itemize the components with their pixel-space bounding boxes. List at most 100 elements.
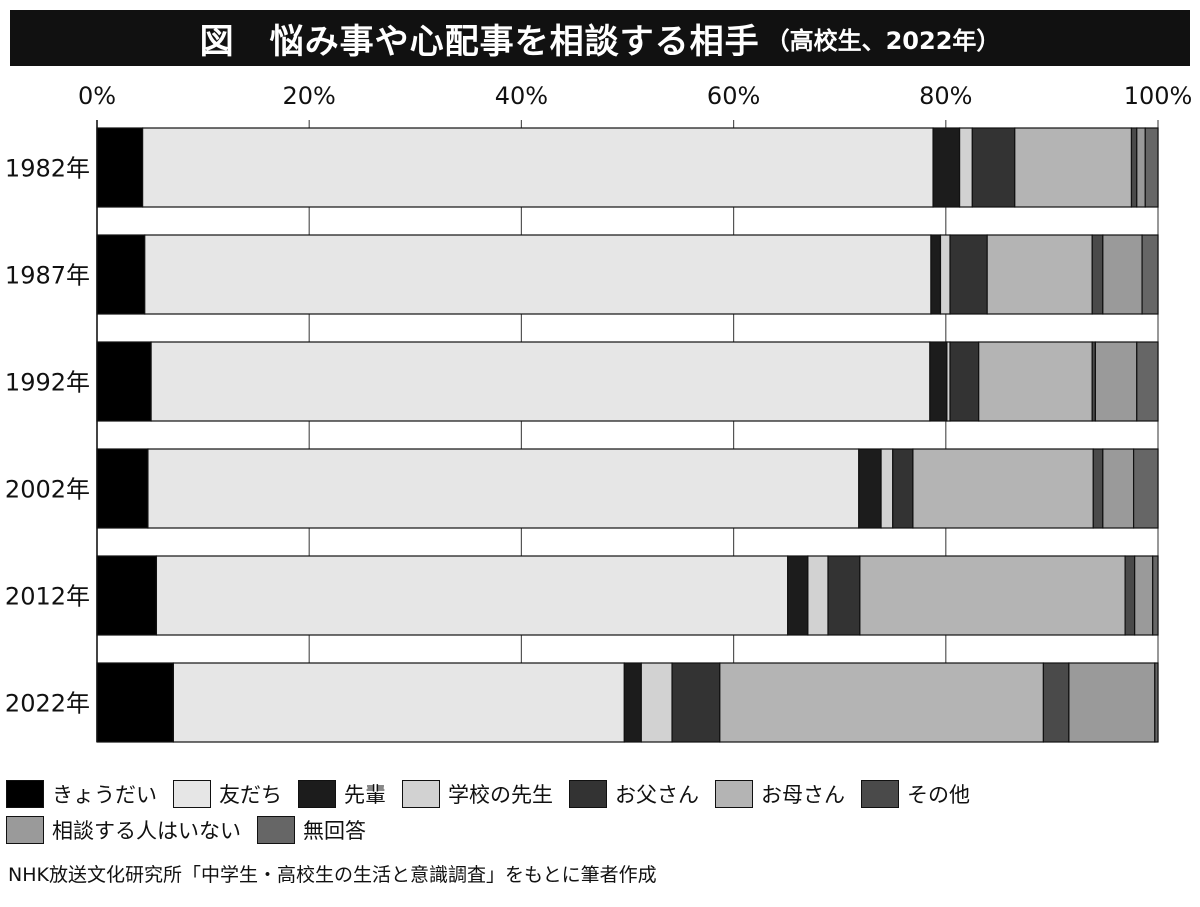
bar-segment [144, 234, 932, 315]
x-tick-label: 80% [919, 82, 972, 110]
bar-segment [1134, 555, 1154, 636]
bar-segment [96, 555, 158, 636]
legend-label: 相談する人はいない [52, 819, 241, 843]
legend-item: その他 [861, 779, 970, 809]
bar-segment [1124, 555, 1136, 636]
bar-segment [1014, 127, 1133, 208]
legend-swatch [6, 816, 44, 844]
chart-subtitle: （高校生、2022年） [765, 26, 1001, 55]
bar-segment [858, 448, 882, 529]
y-category-label: 1987年 [5, 262, 90, 290]
bar-segment [147, 448, 860, 529]
x-tick-label: 0% [78, 82, 116, 110]
bar-segment [787, 555, 809, 636]
legend-label: 無回答 [303, 819, 366, 843]
y-category-label: 2022年 [5, 690, 90, 718]
bar-segment [1141, 234, 1159, 315]
bar-segment [96, 234, 146, 315]
legend-swatch [298, 780, 336, 808]
legend-item: 先輩 [298, 779, 386, 809]
legend-swatch [402, 780, 440, 808]
legend-item: 学校の先生 [402, 779, 553, 809]
bar-segment [949, 341, 980, 422]
legend-item: お母さん [715, 779, 845, 809]
legend-swatch [861, 780, 899, 808]
legend-label: その他 [907, 783, 970, 807]
bar-segment [932, 127, 961, 208]
bar-segment [1144, 127, 1159, 208]
legend-item: お父さん [569, 779, 699, 809]
bar-segment [1132, 448, 1159, 529]
legend-swatch [6, 780, 44, 808]
bar-segment [1102, 234, 1143, 315]
bar-segment [96, 662, 174, 743]
bar-segment [971, 127, 1016, 208]
legend-swatch [715, 780, 753, 808]
bar-segment [671, 662, 721, 743]
bar-segment [827, 555, 861, 636]
legend-swatch [257, 816, 295, 844]
chart-plot: 0% 20% 40% 60% 80% 100% 1982年 1987年 1992年 2002年 20… [5, 82, 1193, 743]
bar-segment [1130, 127, 1138, 208]
legend-swatch [569, 780, 607, 808]
bar-segment [930, 234, 942, 315]
bar-segment [1042, 662, 1070, 743]
bar-segment [150, 341, 931, 422]
bar-segment [978, 341, 1093, 422]
bar-segment [1136, 127, 1146, 208]
bar-segment [880, 448, 894, 529]
legend-label: 先輩 [344, 783, 386, 807]
bar-segment [1154, 662, 1159, 743]
bar-segment [1094, 341, 1138, 422]
bar-segment [172, 662, 625, 743]
bar-segment [1136, 341, 1159, 422]
bar-segment [719, 662, 1045, 743]
legend-swatch [173, 780, 211, 808]
bar-segment [96, 341, 152, 422]
legend-row: 相談する人はいない 無回答 [6, 812, 1196, 848]
x-tick-label: 40% [495, 82, 548, 110]
bar-segment [892, 448, 914, 529]
bar-segment [939, 234, 951, 315]
bar-segment [1091, 234, 1104, 315]
legend: きょうだい 友だち 先輩 学校の先生 お父さん お母さん その他相談する人はいない 無回答 [6, 776, 1196, 848]
y-category-label: 1992年 [5, 369, 90, 397]
bar-segment [640, 662, 673, 743]
y-category-label: 2012年 [5, 583, 90, 611]
bar-segment [929, 341, 948, 422]
bar-segment [1102, 448, 1135, 529]
bar-segment [155, 555, 789, 636]
source-note: NHK放送文化研究所「中学生・高校生の生活と意識調査」をもとに筆者作成 [8, 864, 657, 886]
legend-label: 学校の先生 [448, 783, 553, 807]
bar-segment [949, 234, 988, 315]
y-category-label: 1982年 [5, 155, 90, 183]
chart-title: 図 悩み事や心配事を相談する相手 [199, 21, 760, 62]
bar-segment [859, 555, 1126, 636]
title-bar: 図 悩み事や心配事を相談する相手 （高校生、2022年） [10, 10, 1190, 66]
bar-segment [96, 127, 144, 208]
x-tick-label: 60% [707, 82, 760, 110]
bar-segment [1092, 448, 1104, 529]
bar-segment [96, 448, 149, 529]
bar-segment [1068, 662, 1156, 743]
y-category-label: 2002年 [5, 476, 90, 504]
legend-label: きょうだい [52, 783, 157, 807]
x-tick-label: 20% [283, 82, 336, 110]
legend-label: 友だち [219, 783, 282, 807]
legend-item: 友だち [173, 779, 282, 809]
legend-label: お父さん [615, 783, 699, 807]
bar-segment [912, 448, 1094, 529]
bar-segment [807, 555, 829, 636]
bar-segment [1152, 555, 1159, 636]
legend-item: 相談する人はいない [6, 815, 241, 845]
bar-segment [142, 127, 934, 208]
legend-item: 無回答 [257, 815, 366, 845]
x-tick-label: 100% [1124, 82, 1193, 110]
bar-segment [958, 127, 973, 208]
bar-segment [623, 662, 642, 743]
legend-row: きょうだい 友だち 先輩 学校の先生 お父さん お母さん その他 [6, 776, 1196, 812]
bar-segment [986, 234, 1093, 315]
legend-label: お母さん [761, 783, 845, 807]
legend-item: きょうだい [6, 779, 157, 809]
